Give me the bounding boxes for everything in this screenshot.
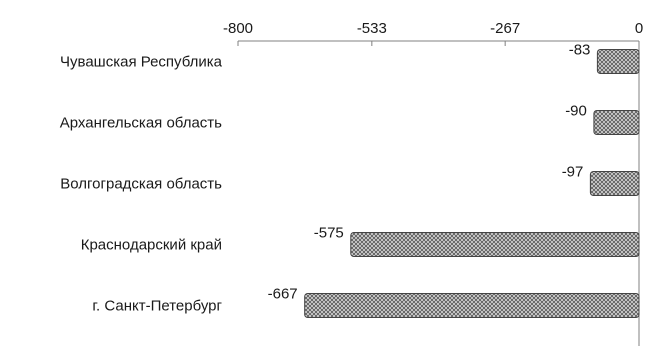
category-label: Краснодарский край — [81, 237, 222, 254]
bar — [589, 171, 640, 196]
category-label: Волгоградская область — [60, 176, 222, 193]
bars — [304, 49, 640, 318]
bar — [596, 49, 640, 74]
category-label: Чувашская Республика — [60, 54, 223, 71]
x-axis: -800 -533 -267 0 — [223, 20, 643, 346]
x-tick-label: 0 — [635, 20, 643, 37]
labels: Чувашская Республика -83 Архангельская обл… — [60, 42, 591, 315]
x-tick-label: -267 — [490, 20, 520, 37]
data-label: -575 — [314, 225, 344, 242]
data-label: -667 — [268, 286, 298, 303]
x-tick-label: -800 — [223, 20, 253, 37]
category-label: г. Санкт-Петербург — [92, 298, 222, 315]
data-label: -83 — [569, 42, 591, 59]
bar — [593, 110, 640, 135]
category-label: Архангельская область — [60, 115, 222, 132]
bar — [304, 293, 640, 318]
data-label: -90 — [565, 103, 587, 120]
data-label: -97 — [562, 164, 584, 181]
x-tick-label: -533 — [357, 20, 387, 37]
bar — [350, 232, 640, 257]
